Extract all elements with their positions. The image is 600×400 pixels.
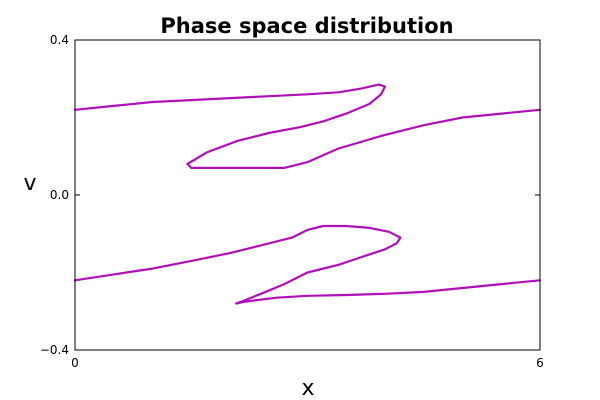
plot-lines (73, 83, 542, 305)
axis-ticks (74, 39, 541, 351)
plot-frame (74, 39, 541, 351)
y-axis-label: v (23, 171, 36, 196)
y-tick-label-1: 0.0 (50, 188, 69, 202)
tick-labels: 0 6 −0.4 0.0 0.4 (40, 33, 544, 370)
x-tick-label-0: 0 (71, 356, 79, 370)
series-line-1 (73, 83, 542, 169)
series-line-2 (73, 224, 542, 305)
x-tick-label-1: 6 (536, 356, 544, 370)
y-tick-label-0: −0.4 (40, 343, 69, 357)
chart-title: Phase space distribution (160, 14, 453, 38)
x-axis-label: x (301, 376, 314, 400)
y-tick-label-2: 0.4 (50, 33, 69, 47)
